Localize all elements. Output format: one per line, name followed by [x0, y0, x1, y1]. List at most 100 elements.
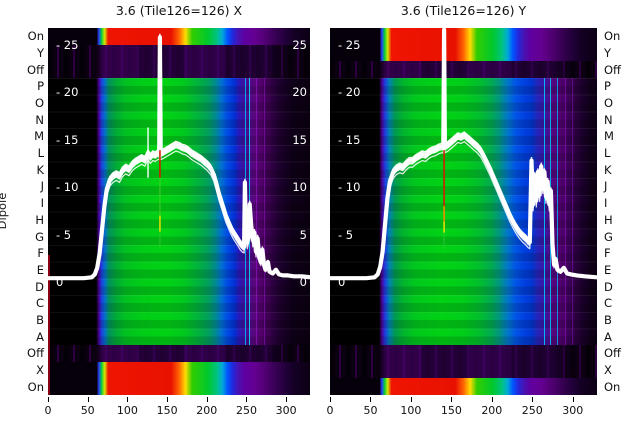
dipole-label: L	[37, 146, 44, 161]
dipole-label: N	[604, 112, 613, 127]
heatmap-row-x-bottom	[330, 361, 597, 379]
dipole-label: C	[604, 296, 613, 311]
heatmap-row-on-y-top	[330, 28, 597, 62]
heatmap-row-off-top	[330, 61, 597, 79]
dipole-label: Y	[36, 46, 44, 61]
dipole-label: Off	[604, 62, 621, 77]
heatmap-row-off-top	[48, 61, 310, 79]
dipole-label: B	[604, 312, 612, 327]
panel-y-pol: - 25 - 20 - 15 - 10 - 5 0	[330, 28, 597, 395]
dipole-label: M	[34, 129, 44, 144]
y-tick-label-right: 20	[292, 85, 307, 100]
x-axis-right-panel: 0 50 100 150 200 250 300	[326, 395, 597, 421]
x-tick-mark	[167, 397, 169, 402]
accent-line	[571, 78, 573, 345]
dipole-label: C	[35, 296, 44, 311]
x-tick-mark	[246, 397, 248, 402]
dipole-trace	[330, 32, 597, 280]
dipole-label: F	[604, 246, 611, 261]
left-edge-red-mark	[48, 255, 50, 395]
heatmap-row-off-bottom	[330, 345, 597, 362]
dipole-label: I	[40, 196, 44, 211]
y-tick-label-left: - 20	[56, 85, 79, 100]
x-tick-label: 0	[326, 404, 334, 417]
dipole-label: O	[604, 96, 614, 111]
x-tick-label: 300	[562, 404, 584, 417]
dipole-label: H	[604, 212, 613, 227]
dipole-label: A	[36, 329, 44, 344]
dipole-label: D	[604, 279, 613, 294]
x-tick-label: 50	[80, 404, 95, 417]
y-tick-label-left: - 10	[338, 180, 361, 195]
dipole-label: P	[604, 79, 611, 94]
y-tick-label-left: - 15	[56, 132, 79, 147]
dipole-label: M	[604, 129, 614, 144]
x-tick-mark	[451, 397, 453, 402]
x-tick-label: 300	[275, 404, 297, 417]
dipole-label: I	[604, 196, 608, 211]
left-panel-title: 3.6 (Tile126=126) X	[115, 3, 243, 18]
dipole-label: K	[36, 162, 44, 177]
dipole-label: On	[27, 29, 44, 44]
dipole-trace	[330, 35, 597, 280]
dipole-label: Off	[27, 62, 44, 77]
y-tick-label-left: - 20	[338, 85, 361, 100]
dipole-label: J	[40, 179, 44, 194]
dipole-label: On	[604, 379, 621, 394]
dipole-label: N	[35, 112, 44, 127]
y-tick-label-left: - 5	[56, 227, 72, 242]
y-tick-label-left: - 15	[338, 132, 361, 147]
x-tick-label: 200	[481, 404, 503, 417]
dipole-label: H	[35, 212, 44, 227]
dipole-label: O	[34, 96, 44, 111]
dipole-label: E	[604, 262, 612, 277]
accent-line	[256, 78, 258, 345]
y-tick-label-left: - 10	[56, 180, 79, 195]
x-tick-label: 250	[521, 404, 543, 417]
x-tick-mark	[410, 397, 412, 402]
dipole-label: On	[27, 379, 44, 394]
y-tick-label-right: 0	[299, 275, 307, 289]
x-tick-label: 100	[400, 404, 422, 417]
heatmap-row-off-bottom	[48, 345, 310, 362]
x-tick-mark	[127, 397, 129, 402]
dipole-label: B	[36, 312, 44, 327]
dipole-label: Off	[604, 346, 621, 361]
dipole-label: D	[35, 279, 44, 294]
right-panel-title: 3.6 (Tile126=126) Y	[400, 3, 527, 18]
y-tick-label-left: 0	[338, 275, 346, 289]
x-tick-label: 250	[235, 404, 257, 417]
dipole-trace	[48, 35, 310, 281]
y-tick-label-left: - 25	[338, 38, 361, 52]
dipole-label: G	[604, 229, 613, 244]
x-tick-mark	[87, 397, 89, 402]
accent-line	[564, 78, 566, 345]
y-tick-label-right: 10	[292, 180, 307, 195]
x-tick-mark	[206, 397, 208, 402]
dipole-label: A	[604, 329, 612, 344]
dipole-label: K	[604, 162, 612, 177]
y-tick-label-left: - 5	[338, 227, 354, 242]
dipole-trace	[48, 33, 310, 279]
dipole-trace	[48, 43, 310, 280]
dipole-labels-right: On Y Off P O N M L K J I H G F E D C B A Off X On	[602, 28, 640, 395]
heatmap-row-x-on-bottom	[48, 361, 310, 395]
accent-line	[543, 78, 545, 345]
x-tick-label: 0	[44, 404, 52, 417]
dipole-label: E	[36, 262, 44, 277]
dipole-label: X	[36, 362, 44, 377]
dipole-trace	[330, 28, 597, 279]
dipole-labels-left: On Y Off P O N M L K J I H G F E D C B A Off X On	[0, 28, 44, 395]
dipole-label: L	[604, 146, 611, 161]
white-trace-overlay	[48, 33, 310, 281]
y-tick-label-left: 0	[56, 275, 64, 289]
x-axis-left-panel: 0 50 100 150 200 250 300	[44, 395, 310, 421]
x-tick-mark	[491, 397, 493, 402]
dipole-label: P	[37, 79, 44, 94]
y-tick-label-right: 15	[292, 132, 307, 147]
dipole-label: On	[604, 29, 621, 44]
x-tick-label: 50	[363, 404, 378, 417]
white-trace-overlay	[330, 28, 597, 281]
heatmap-row-on-top	[48, 28, 310, 45]
